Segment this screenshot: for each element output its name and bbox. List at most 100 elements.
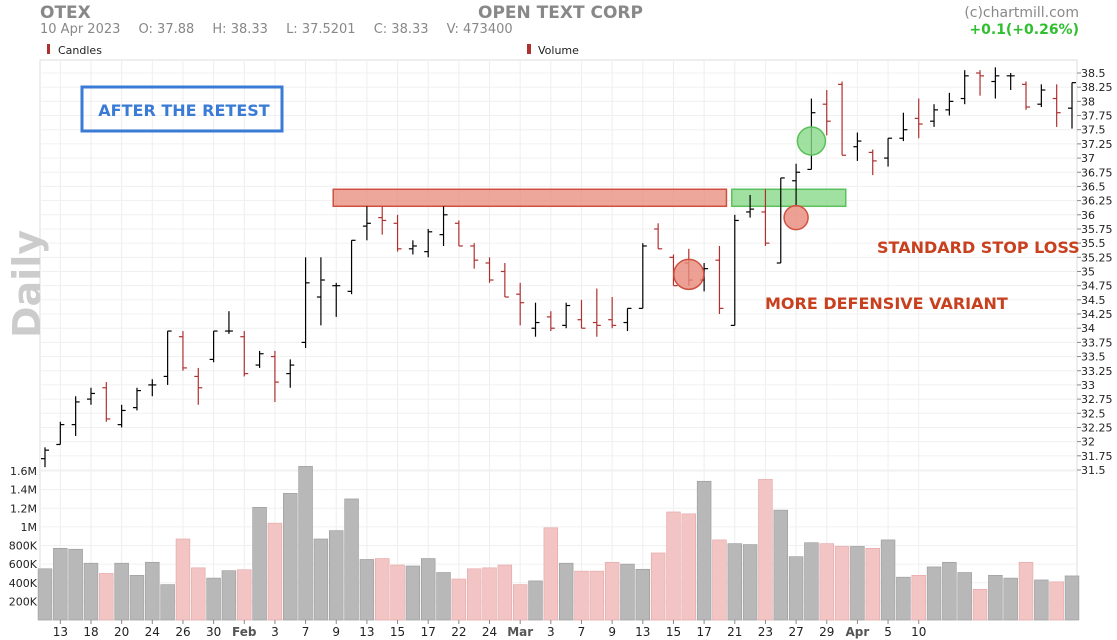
volume-bar xyxy=(988,574,1003,621)
x-tick-label: Apr xyxy=(846,625,870,639)
volume-bar xyxy=(252,507,267,621)
x-tick-label: 15 xyxy=(666,625,681,639)
chart-axes: 31.531.753232.2532.532.753333.2533.533.7… xyxy=(9,67,1113,639)
x-tick-label: 9 xyxy=(608,625,616,639)
x-tick-label: 27 xyxy=(788,625,803,639)
volume-bar xyxy=(742,544,758,621)
volume-bar xyxy=(942,561,957,621)
volume-tick-label: 1.4M xyxy=(10,484,37,497)
ticker-symbol: OTEX xyxy=(40,3,91,23)
chart-grid xyxy=(39,59,1078,621)
timeframe-label: Daily xyxy=(5,230,49,338)
x-tick-label: 29 xyxy=(819,625,834,639)
price-tick-label: 36.75 xyxy=(1081,166,1113,179)
volume-bar xyxy=(175,538,191,621)
volume-bar xyxy=(191,567,206,621)
volume-legend-label: Volume xyxy=(538,44,579,57)
candles-legend-icon xyxy=(47,44,50,54)
price-tick-label: 33.25 xyxy=(1081,365,1113,378)
x-tick-label: 17 xyxy=(696,625,711,639)
chart-credit: (c)chartmill.com xyxy=(964,5,1079,21)
price-tick-label: 38 xyxy=(1081,95,1095,108)
volume-bar xyxy=(834,546,850,621)
stop-markers xyxy=(673,126,827,291)
title-box-label: AFTER THE RETEST xyxy=(98,101,269,120)
volume-bar xyxy=(773,509,788,621)
info-low: L: 37.5201 xyxy=(286,22,356,37)
volume-bar xyxy=(145,561,160,621)
volume-tick-label: 1.6M xyxy=(10,465,37,478)
volume-bar xyxy=(1018,561,1034,621)
volume-bar xyxy=(604,561,620,621)
candles-legend-label: Candles xyxy=(58,44,102,57)
volume-bar xyxy=(237,569,252,621)
volume-bar xyxy=(37,568,53,621)
volume-bar xyxy=(466,568,482,621)
volume-bar xyxy=(880,539,896,621)
price-tick-label: 34 xyxy=(1081,322,1095,335)
volume-tick-label: 800K xyxy=(9,540,38,553)
x-tick-label: 24 xyxy=(145,625,160,639)
volume-bar xyxy=(53,547,68,621)
volume-bar xyxy=(375,558,390,621)
price-tick-label: 34.75 xyxy=(1081,280,1113,293)
resistance-zone xyxy=(332,188,728,208)
price-tick-label: 33.75 xyxy=(1081,336,1113,349)
defensive-stop-label: MORE DEFENSIVE VARIANT xyxy=(765,294,1008,313)
standard-stop-label: STANDARD STOP LOSS xyxy=(877,238,1080,257)
volume-bar xyxy=(436,572,451,621)
price-tick-label: 37.5 xyxy=(1081,124,1106,137)
volume-bar xyxy=(298,466,313,621)
ohlc-bars xyxy=(41,67,1076,468)
volume-bar xyxy=(712,539,727,621)
volume-bar xyxy=(850,546,865,621)
volume-bar xyxy=(512,584,528,621)
chart-legend: Candles Volume xyxy=(47,44,579,57)
volume-tick-label: 400K xyxy=(9,577,38,590)
volume-bar xyxy=(206,577,221,621)
x-tick-label: 3 xyxy=(271,625,279,639)
price-tick-label: 35 xyxy=(1081,266,1095,279)
volume-bar xyxy=(68,548,83,621)
info-high: H: 38.33 xyxy=(212,22,268,37)
ohlc-info-line: 10 Apr 2023 O: 37.88 H: 38.33 L: 37.5201… xyxy=(40,22,527,37)
support-zone xyxy=(731,188,847,208)
trade-zones xyxy=(332,188,847,208)
price-tick-label: 32.5 xyxy=(1081,407,1106,420)
price-tick-label: 32.75 xyxy=(1081,393,1113,406)
volume-tick-label: 600K xyxy=(9,558,38,571)
price-tick-label: 35.75 xyxy=(1081,223,1113,236)
volume-bar xyxy=(99,573,114,621)
volume-bar xyxy=(543,527,559,621)
x-tick-label: 17 xyxy=(421,625,436,639)
volume-bar xyxy=(957,572,972,621)
volume-bar xyxy=(267,522,283,621)
volume-bar xyxy=(558,562,574,621)
x-tick-label: 10 xyxy=(911,625,926,639)
volume-bar xyxy=(926,566,942,621)
price-tick-label: 31.75 xyxy=(1081,450,1113,463)
price-tick-label: 33 xyxy=(1081,379,1095,392)
plot-frame xyxy=(39,59,1078,621)
volume-bar xyxy=(420,558,436,621)
price-tick-label: 33.5 xyxy=(1081,351,1106,364)
volume-legend-icon xyxy=(527,44,531,54)
volume-tick-label: 200K xyxy=(9,595,38,608)
x-tick-label: 18 xyxy=(83,625,98,639)
price-tick-label: 37.25 xyxy=(1081,138,1113,151)
x-tick-label: Feb xyxy=(232,625,257,639)
volume-bar xyxy=(497,564,513,621)
price-tick-label: 32.25 xyxy=(1081,421,1113,434)
x-tick-label: 5 xyxy=(884,625,892,639)
price-tick-label: 37 xyxy=(1081,152,1095,165)
price-tick-label: 36 xyxy=(1081,209,1095,222)
volume-bar xyxy=(344,498,359,621)
price-tick-label: 37.75 xyxy=(1081,110,1113,123)
volume-bar xyxy=(129,574,145,621)
volume-bar xyxy=(696,480,712,621)
volume-bar xyxy=(114,562,129,621)
volume-bar xyxy=(804,542,819,621)
volume-bar xyxy=(972,588,988,621)
volume-bar xyxy=(727,543,742,621)
